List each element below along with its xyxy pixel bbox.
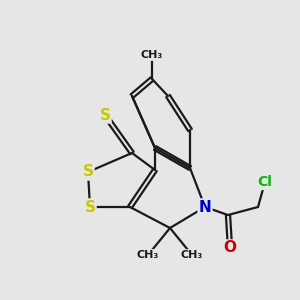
Text: CH₃: CH₃ xyxy=(181,250,203,260)
Text: S: S xyxy=(85,200,95,214)
Text: CH₃: CH₃ xyxy=(137,250,159,260)
Text: Cl: Cl xyxy=(258,175,272,189)
Text: S: S xyxy=(82,164,94,179)
Text: S: S xyxy=(100,107,110,122)
Text: O: O xyxy=(224,241,236,256)
Text: CH₃: CH₃ xyxy=(141,50,163,60)
Text: N: N xyxy=(199,200,212,214)
